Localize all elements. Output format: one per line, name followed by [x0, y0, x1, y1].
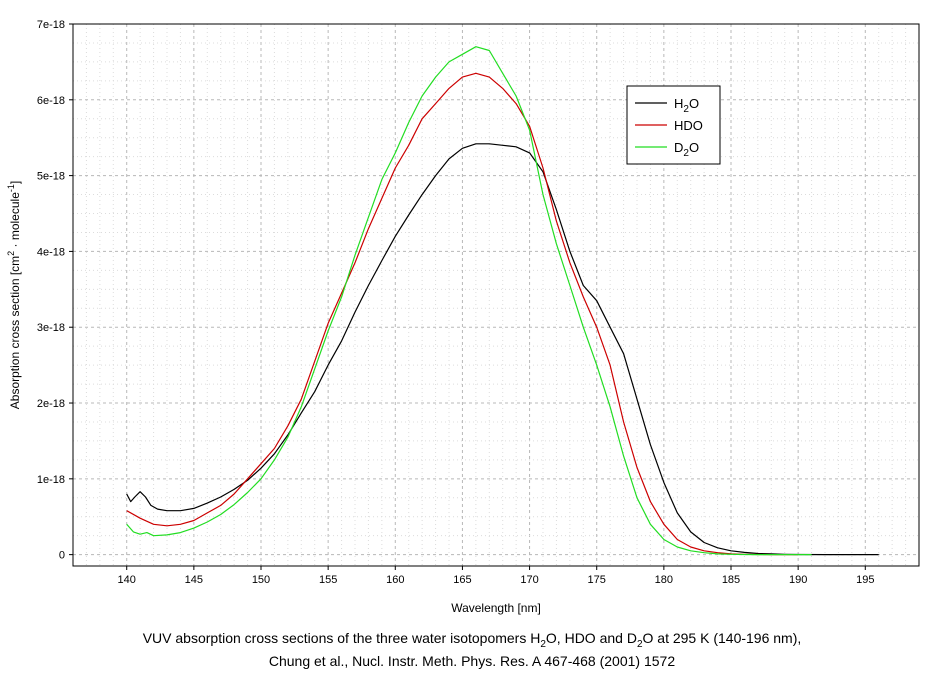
legend-label-main: D [674, 140, 683, 155]
legend-label-sub: 2 [683, 148, 689, 159]
axis-ticks: 140 145 150 155 160 165 170 175 180 185 190 195 0 1e-… [37, 19, 875, 586]
x-tick-label: 185 [722, 574, 740, 586]
caption-part-2: O, HDO and D [545, 630, 637, 646]
absorption-chart: 140 145 150 155 160 165 170 175 180 185 190 195 0 1e-… [6, 19, 920, 615]
series-line-h2o [126, 143, 879, 556]
legend-label-end: O [689, 140, 699, 155]
y-tick-label: 3e-18 [37, 322, 65, 334]
series-line-d2o [126, 46, 812, 556]
series-line-hdo [126, 72, 799, 556]
caption-line-2: Chung et al., Nucl. Instr. Meth. Phys. R… [268, 653, 676, 669]
legend-label-main: H [674, 96, 683, 111]
x-axis-label: Wavelength [nm] [451, 601, 541, 615]
y-tick-label: 7e-18 [37, 19, 65, 31]
x-tick-label: 190 [789, 574, 807, 586]
y-tick-label: 2e-18 [37, 398, 65, 410]
x-tick-label: 175 [588, 574, 606, 586]
x-tick-label: 160 [386, 574, 404, 586]
legend-label: D2O [674, 140, 699, 159]
series-lines [126, 46, 879, 556]
x-tick-label: 165 [453, 574, 471, 586]
y-label-mid: · molecule [8, 192, 22, 251]
plot-frame [72, 23, 920, 567]
y-tick-label: 4e-18 [37, 246, 65, 258]
y-label-sup2: -1 [6, 184, 16, 192]
legend-label: H2O [674, 96, 699, 115]
x-tick-label: 195 [856, 574, 874, 586]
grid [72, 23, 920, 566]
y-tick-label: 6e-18 [37, 95, 65, 107]
caption-sub-2: 2 [636, 638, 643, 650]
caption-line-1: VUV absorption cross sections of the thr… [0, 630, 944, 650]
y-label-sup1: 2 [6, 251, 16, 256]
caption-part-1: VUV absorption cross sections of the thr… [142, 630, 541, 646]
legend-label-end: O [689, 96, 699, 111]
legend-label: HDO [674, 118, 703, 133]
y-axis-label: Absorption cross section [cm2 · molecule… [6, 181, 22, 409]
x-tick-label: 150 [252, 574, 270, 586]
x-tick-label: 145 [185, 574, 203, 586]
caption-sub-1: 2 [540, 638, 546, 650]
x-tick-label: 170 [520, 574, 538, 586]
y-tick-label: 1e-18 [37, 474, 65, 486]
y-label-main: Absorption cross section [cm [8, 256, 22, 409]
x-tick-label: 140 [118, 574, 136, 586]
legend-label-main: HDO [674, 118, 703, 133]
x-tick-label: 180 [655, 574, 673, 586]
x-tick-label: 155 [319, 574, 337, 586]
y-label-end: ] [8, 181, 22, 184]
y-tick-label: 5e-18 [37, 171, 65, 183]
legend-label-sub: 2 [683, 104, 689, 115]
caption-part-3: O at 295 K (140-196 nm), [642, 630, 802, 646]
y-tick-label: 0 [59, 550, 65, 562]
